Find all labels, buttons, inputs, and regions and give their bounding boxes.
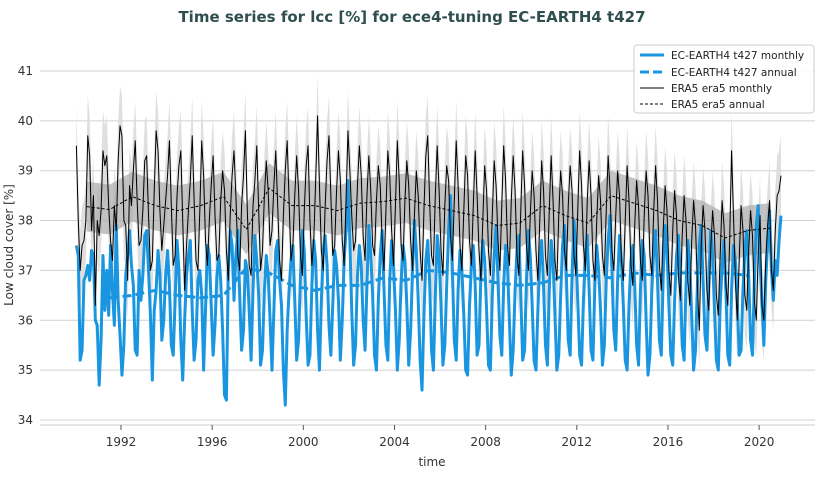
y-tick-label: 40 [18,114,33,128]
x-tick-label: 2020 [744,435,775,449]
x-tick-label: 1996 [197,435,228,449]
y-axis-label: Low cloud cover [%] [2,184,16,306]
y-tick-label: 37 [18,263,33,277]
x-axis-label: time [418,455,445,469]
series-lines [74,115,783,407]
y-tick-label: 34 [18,413,33,427]
y-tick-label: 36 [18,313,33,327]
chart-title: Time series for lcc [%] for ece4-tuning … [178,8,645,26]
axes: 34 35 36 37 38 39 40 41 1992 1996 2000 2004 2008 2012… [18,64,815,449]
series-ec-earth-annual [109,266,748,300]
legend-label: ERA5 era5 annual [671,99,765,111]
x-tick-label: 1992 [106,435,137,449]
y-tick-label: 38 [18,214,33,228]
x-tick-label: 2000 [288,435,319,449]
legend-label: EC-EARTH4 t427 annual [671,67,797,79]
legend-box [633,44,815,114]
x-tick-label: 2004 [379,435,410,449]
y-tick-label: 39 [18,164,33,178]
x-tick-label: 2008 [470,435,501,449]
y-tick-label: 41 [18,64,33,78]
x-tick-label: 2016 [653,435,684,449]
legend-label: EC-EARTH4 t427 monthly [671,50,804,62]
x-tick-label: 2012 [562,435,593,449]
legend-label: ERA5 era5 monthly [671,83,772,95]
series-era5-annual [86,187,771,239]
y-tick-label: 35 [18,363,33,377]
series-era5-monthly [75,115,782,331]
series-ec-earth-monthly [74,179,783,407]
legend: EC-EARTH4 t427 monthly EC-EARTH4 t427 an… [633,44,815,114]
